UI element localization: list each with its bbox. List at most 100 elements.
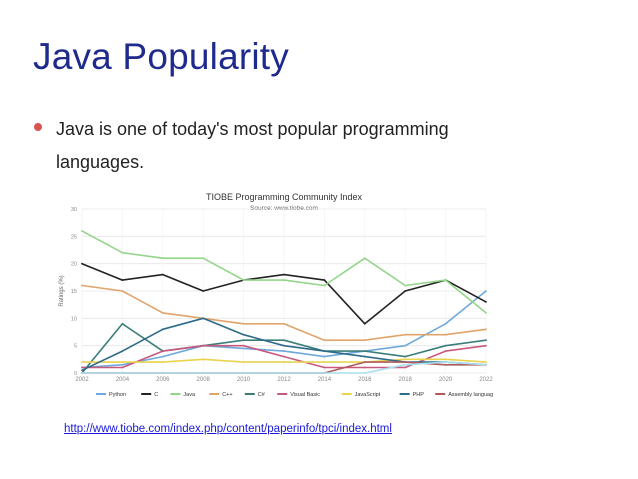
data-point: [161, 328, 164, 331]
data-point: [485, 301, 487, 303]
data-point: [363, 339, 366, 342]
data-point: [81, 262, 83, 265]
legend-label: Java: [183, 392, 196, 398]
data-point: [404, 333, 407, 336]
data-point: [363, 350, 366, 353]
data-point: [81, 361, 83, 363]
data-point: [121, 372, 124, 374]
y-tick-label: 0: [74, 371, 77, 377]
data-point: [242, 344, 245, 347]
data-point: [242, 347, 245, 350]
data-point: [242, 372, 245, 374]
legend-label: Visual Basic: [290, 392, 320, 398]
data-point: [485, 328, 487, 331]
data-point: [202, 358, 205, 361]
data-point: [485, 344, 487, 347]
data-point: [161, 372, 164, 374]
data-point: [81, 366, 83, 369]
x-tick-label: 2002: [75, 377, 89, 383]
data-point: [444, 333, 447, 336]
y-tick-label: 25: [71, 234, 77, 240]
y-tick-label: 20: [71, 262, 77, 268]
y-tick-label: 5: [74, 344, 77, 350]
data-point: [323, 339, 326, 342]
data-point: [283, 344, 285, 347]
data-point: [404, 284, 407, 287]
data-point: [161, 273, 164, 276]
data-point: [444, 350, 447, 353]
data-point: [81, 284, 83, 287]
legend-label: C++: [222, 392, 232, 398]
data-point: [444, 358, 447, 361]
legend-label: C#: [258, 392, 266, 398]
data-point: [363, 322, 366, 325]
data-point: [363, 355, 366, 358]
data-point: [323, 279, 326, 281]
data-point: [485, 339, 487, 342]
data-point: [121, 279, 124, 281]
chart-svg: TIOBE Programming Community Index Source:…: [59, 192, 493, 398]
legend-label: JavaScript: [355, 392, 381, 398]
source-link[interactable]: http://www.tiobe.com/index.php/content/p…: [64, 423, 392, 435]
data-point: [323, 284, 326, 287]
data-point: [404, 355, 407, 358]
legend-label: Python: [109, 392, 126, 398]
data-point: [363, 361, 366, 363]
data-point: [323, 366, 326, 369]
chart-title: TIOBE Programming Community Index: [206, 192, 363, 202]
x-tick-label: 2008: [197, 377, 211, 383]
data-point: [161, 350, 164, 353]
data-point: [444, 361, 447, 363]
data-point: [242, 361, 245, 363]
data-point: [485, 363, 487, 366]
data-point: [283, 273, 285, 276]
data-point: [161, 311, 164, 314]
data-point: [444, 322, 447, 325]
data-point: [363, 366, 366, 369]
x-tick-label: 2016: [358, 377, 372, 383]
bullet-text: Java is one of today's most popular prog…: [56, 119, 449, 172]
data-point: [202, 290, 205, 292]
data-point: [363, 257, 366, 260]
data-point: [323, 355, 326, 358]
chart-subtitle: Source: www.tiobe.com: [250, 205, 318, 212]
data-point: [323, 361, 326, 363]
data-point: [121, 290, 124, 292]
data-point: [404, 358, 407, 361]
tiobe-chart: TIOBE Programming Community Index Source:…: [56, 187, 493, 405]
data-point: [121, 322, 124, 325]
data-point: [283, 350, 285, 353]
data-point: [81, 369, 83, 372]
y-tick-label: 10: [71, 316, 77, 322]
x-tick-label: 2012: [277, 377, 291, 383]
data-point: [444, 344, 447, 347]
data-point: [121, 363, 124, 366]
data-point: [283, 355, 285, 358]
legend-label: PHP: [413, 392, 425, 398]
data-point: [81, 372, 83, 374]
legend-label: Assembly language: [448, 392, 493, 398]
data-point: [283, 279, 285, 281]
data-point: [242, 322, 245, 325]
data-point: [202, 344, 205, 347]
data-point: [404, 290, 407, 292]
x-tick-label: 2006: [156, 377, 170, 383]
data-point: [121, 350, 124, 353]
data-point: [283, 361, 285, 363]
data-point: [323, 372, 326, 374]
data-point: [485, 311, 487, 314]
data-point: [323, 350, 326, 353]
data-point: [242, 279, 245, 281]
data-point: [161, 355, 164, 358]
data-point: [444, 279, 447, 281]
data-point: [283, 339, 285, 342]
data-point: [121, 361, 124, 363]
data-point: [404, 366, 407, 369]
data-point: [202, 317, 205, 320]
data-point: [121, 251, 124, 254]
data-point: [444, 363, 447, 366]
slide-title: Java Popularity: [33, 36, 289, 77]
x-tick-label: 2004: [116, 377, 130, 383]
y-axis-label: Ratings (%): [59, 275, 65, 306]
data-point: [242, 339, 245, 342]
